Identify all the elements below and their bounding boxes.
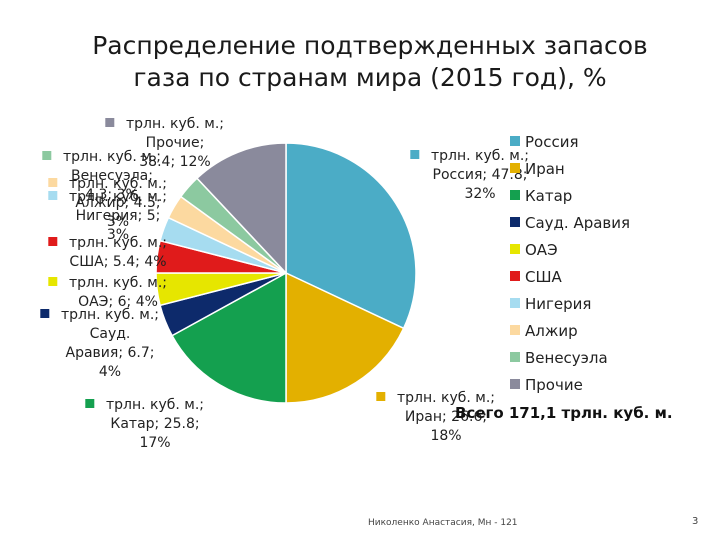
data-label-text: Сауд.	[90, 326, 131, 342]
legend-label: Россия	[525, 133, 579, 151]
legend-item-алжир: Алжир	[510, 322, 578, 340]
legend-label: Алжир	[525, 322, 578, 340]
data-label-text: Россия; 47.8;	[433, 167, 528, 183]
data-label-text: Нигерия; 5;	[76, 208, 161, 224]
data-label-text: 3%	[107, 227, 129, 243]
data-label-оаэ: трлн. куб. м.; ОАЭ; 6; 4%	[48, 275, 167, 310]
data-label-text: США; 5.4; 4%	[69, 254, 166, 270]
data-label-сша: трлн. куб. м.; США; 5.4; 4%	[48, 235, 167, 270]
data-label-marker-оаэ	[48, 277, 58, 286]
legend-item-россия: Россия	[510, 133, 579, 151]
data-label-text: трлн. куб. м.;	[106, 397, 204, 413]
data-label-text: Катар; 25.8;	[110, 416, 199, 432]
legend-swatch	[510, 325, 520, 335]
legend-item-сша: США	[510, 268, 563, 286]
legend-item-оаэ: ОАЭ	[510, 241, 558, 259]
legend-item-катар: Катар	[510, 187, 572, 205]
chart-title-line-2: газа по странам мира (2015 год), %	[133, 63, 607, 92]
legend-item-венесуэла: Венесуэла	[510, 349, 608, 367]
data-label-text: 17%	[139, 435, 170, 451]
legend-swatch	[510, 271, 520, 281]
data-label-text: трлн. куб. м.;	[431, 148, 529, 164]
data-label-text: Венесуэла;	[71, 168, 153, 184]
data-labels: трлн. куб. м.;Россия; 47.8;32%трлн. куб.…	[40, 116, 529, 451]
legend-item-сауд-аравия: Сауд. Аравия	[510, 214, 630, 232]
legend-label: Катар	[525, 187, 572, 205]
data-label-катар: трлн. куб. м.; Катар; 25.8; 17%	[85, 397, 204, 451]
data-label-marker-нигерия	[48, 191, 58, 200]
page-number: 3	[692, 516, 699, 527]
legend-label: Иран	[525, 160, 565, 178]
legend: Россия Иран Катар Сауд. Аравия ОАЭ США Нигерия…	[510, 133, 630, 394]
footer-author: Николенко Анастасия, Мн - 121	[368, 518, 518, 528]
data-label-венесуэла: трлн. куб. м.; Венесуэла; 4.3; 3%	[42, 149, 161, 203]
data-label-text: трлн. куб. м.;	[397, 390, 495, 406]
legend-swatch	[510, 163, 520, 173]
data-label-marker-прочие	[105, 118, 115, 127]
data-label-text: Иран; 26.6;	[405, 409, 487, 425]
data-label-text: Алжир; 4.5;	[75, 195, 160, 211]
data-label-text: Прочие;	[146, 135, 205, 151]
data-label-text: трлн. куб. м.;	[69, 189, 167, 205]
data-label-text: трлн. куб. м.;	[69, 235, 167, 251]
chart-title: Распределение подтвержденных запасов газ…	[20, 30, 720, 94]
data-label-marker-сауд-аравия	[40, 309, 50, 318]
legend-swatch	[510, 298, 520, 308]
pie-slice-россия	[285, 142, 417, 330]
legend-label: Венесуэла	[525, 349, 608, 367]
data-label-алжир: трлн. куб. м.;Алжир; 4.5;3%	[48, 176, 167, 230]
legend-swatch	[510, 352, 520, 362]
data-label-прочие: трлн. куб. м.; Прочие; 38.4; 12%	[105, 116, 224, 170]
data-label-marker-алжир	[48, 178, 58, 187]
legend-label: США	[525, 268, 563, 286]
legend-swatch	[510, 217, 520, 227]
data-label-marker-сша	[48, 237, 58, 246]
data-label-text: трлн. куб. м.;	[126, 116, 224, 132]
legend-item-нигерия: Нигерия	[510, 295, 591, 313]
data-label-text: 38.4; 12%	[139, 154, 210, 170]
total-label: Всего 171,1 трлн. куб. м.	[455, 404, 673, 422]
legend-swatch	[510, 379, 520, 389]
data-label-marker-венесуэла	[42, 151, 52, 160]
data-label-text: 4.3; 3%	[85, 187, 139, 203]
pie-slice-прочие	[195, 142, 287, 275]
pie-slice-катар	[171, 271, 287, 404]
data-label-text: 4%	[99, 364, 121, 380]
data-label-text: 3%	[107, 214, 129, 230]
legend-label: ОАЭ	[525, 241, 558, 259]
data-label-text: 32%	[464, 186, 495, 202]
data-label-нигерия: трлн. куб. м.;Нигерия; 5;3%	[48, 189, 167, 243]
legend-label: Сауд. Аравия	[525, 214, 630, 232]
data-label-marker-катар	[85, 399, 95, 408]
data-label-text: трлн. куб. м.;	[69, 176, 167, 192]
pie-slices	[155, 142, 417, 404]
legend-item-прочие: Прочие	[510, 376, 583, 394]
data-label-россия: трлн. куб. м.; Россия; 47.8; 32%	[410, 148, 529, 202]
data-label-text: трлн. куб. м.;	[63, 149, 161, 165]
data-label-text: трлн. куб. м.;	[69, 275, 167, 291]
data-label-иран: трлн. куб. м.; Иран; 26.6; 18%	[376, 390, 495, 444]
data-label-text: 18%	[430, 428, 461, 444]
legend-swatch	[510, 136, 520, 146]
legend-swatch	[510, 244, 520, 254]
legend-label: Нигерия	[525, 295, 591, 313]
legend-swatch	[510, 190, 520, 200]
pie-slice-иран	[285, 271, 405, 404]
legend-label: Прочие	[525, 376, 583, 394]
data-label-marker-иран	[376, 392, 386, 401]
legend-item-иран: Иран	[510, 160, 565, 178]
data-label-text: Аравия; 6.7;	[66, 345, 155, 361]
data-label-сауд-аравия: трлн. куб. м.; Сауд. Аравия; 6.7; 4%	[40, 307, 159, 380]
chart-title-line-1: Распределение подтвержденных запасов	[92, 31, 648, 60]
data-label-marker-россия	[410, 150, 420, 159]
data-label-text: трлн. куб. м.;	[61, 307, 159, 323]
data-label-text: ОАЭ; 6; 4%	[78, 294, 158, 310]
